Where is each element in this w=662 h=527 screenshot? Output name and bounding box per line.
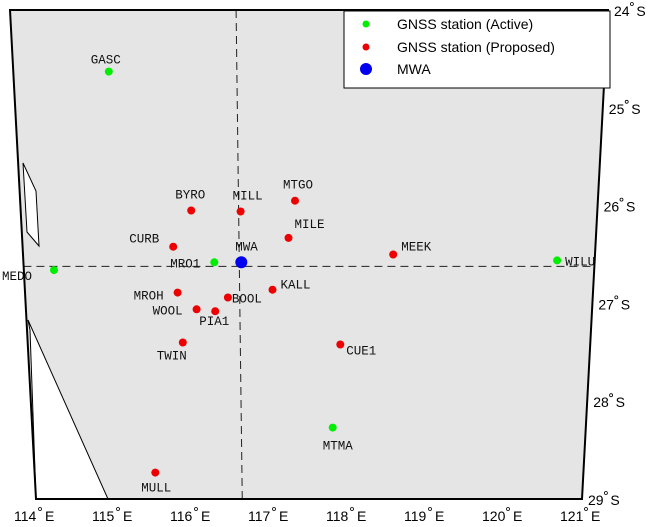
legend-mwa-marker <box>360 63 372 75</box>
legend-active-label: GNSS station (Active) <box>397 16 533 32</box>
station-label-wilu: WILU <box>565 255 595 269</box>
station-label-wool: WOOL <box>153 304 183 318</box>
frame-outline <box>8 9 610 500</box>
lat-label-26: 26 <box>604 199 620 215</box>
station-marker-mtgo <box>291 196 299 205</box>
lon-label-119: 119 <box>404 508 427 524</box>
station-label-medo: MEDO <box>2 270 32 284</box>
shark-bay-inlet <box>22 162 40 248</box>
station-marker-twin <box>178 338 187 347</box>
lon-suffix-115: E <box>123 508 132 524</box>
land-area <box>10 10 608 500</box>
lon-suffix-119: E <box>435 508 444 524</box>
lat-degree-mark-28 <box>609 393 613 398</box>
station-marker-wool <box>192 305 201 314</box>
legend-mwa-label: MWA <box>397 61 431 77</box>
station-marker-mwa <box>235 256 248 269</box>
station-label-mtgo: MTGO <box>283 179 313 193</box>
lat-suffix-29: S <box>610 492 619 508</box>
station-marker-curb <box>169 242 178 251</box>
station-marker-wilu <box>553 256 562 265</box>
station-marker-mro1 <box>210 258 219 267</box>
station-marker-kall <box>268 285 277 294</box>
lon-suffix-117: E <box>279 508 288 524</box>
lon-dashed-line <box>235 9 243 500</box>
lon-degree-mark-114 <box>38 507 42 511</box>
lon-degree-mark-119 <box>428 507 432 511</box>
lon-suffix-121: E <box>591 508 600 524</box>
station-marker-byro <box>187 206 196 215</box>
station-label-mull: MULL <box>141 482 171 496</box>
station-label-mroh: MROH <box>134 290 164 304</box>
lon-label-121: 121 <box>560 508 584 524</box>
lon-degree-mark-117 <box>272 507 276 511</box>
lon-suffix-116: E <box>201 508 210 524</box>
lat-label-28: 28 <box>593 394 609 410</box>
lon-label-115: 115 <box>92 508 115 524</box>
lon-suffix-114: E <box>45 508 54 524</box>
station-marker-mroh <box>173 288 182 297</box>
lon-suffix-118: E <box>357 508 366 524</box>
lat-label-24: 24 <box>614 3 630 19</box>
station-label-byro: BYRO <box>175 189 205 203</box>
lat-suffix-27: S <box>621 296 630 312</box>
station-marker-cue1 <box>336 340 345 349</box>
station-label-pia1: PIA1 <box>199 315 229 329</box>
lon-degree-mark-115 <box>116 507 120 511</box>
station-label-gasc: GASC <box>91 54 121 68</box>
cross-lines <box>23 9 595 500</box>
lon-suffix-120: E <box>513 508 522 524</box>
lon-label-116: 116 <box>170 508 193 524</box>
station-label-bool: BOOL <box>232 293 262 307</box>
lat-degree-mark-26 <box>619 197 624 202</box>
lat-degree-mark-29 <box>604 491 608 495</box>
legend-proposed-label: GNSS station (Proposed) <box>397 39 555 55</box>
lat-degree-mark-27 <box>614 295 619 300</box>
station-marker-gasc <box>104 67 113 76</box>
land-fill <box>10 10 608 499</box>
station-label-kall: KALL <box>281 279 311 293</box>
lon-degree-mark-116 <box>194 507 198 511</box>
lon-degree-mark-118 <box>350 507 354 511</box>
lon-label-120: 120 <box>482 508 506 524</box>
station-label-twin: TWIN <box>157 350 187 364</box>
lat-suffix-24: S <box>636 3 645 19</box>
lon-label-114: 114 <box>14 508 37 524</box>
station-marker-mtma <box>328 423 337 432</box>
station-label-mwa: MWA <box>235 240 258 254</box>
station-marker-meek <box>389 250 398 259</box>
lat-label-25: 25 <box>609 101 625 117</box>
lon-degree-mark-121 <box>584 507 588 511</box>
lat-label-29: 29 <box>588 492 604 508</box>
station-label-cue1: CUE1 <box>346 345 376 359</box>
station-label-mill: MILL <box>233 190 263 204</box>
station-marker-pia1 <box>211 307 220 316</box>
lat-suffix-28: S <box>616 394 625 410</box>
station-label-mile: MILE <box>295 218 325 232</box>
station-label-meek: MEEK <box>401 241 432 255</box>
lat-suffix-26: S <box>626 199 635 215</box>
lat-degree-mark-24 <box>630 2 634 6</box>
lat-suffix-25: S <box>631 101 640 117</box>
station-marker-medo <box>50 266 58 275</box>
station-marker-mile <box>284 233 293 242</box>
station-label-mro1: MRO1 <box>170 257 200 271</box>
map-frame <box>8 9 610 500</box>
station-marker-mull <box>151 468 160 477</box>
lat-degree-mark-25 <box>624 99 629 104</box>
legend-proposed-marker <box>362 43 370 51</box>
legend: GNSS station (Active) GNSS station (Prop… <box>343 10 611 89</box>
station-marker-mill <box>236 207 245 216</box>
legend-active-marker <box>362 20 370 28</box>
station-label-mtma: MTMA <box>323 440 354 454</box>
axis-labels: 24 S 25 S 26 S 27 S 28 S 29 S 114 E 115 E 116 E 117 E 118 E 11… <box>14 2 646 524</box>
lon-label-118: 118 <box>326 508 349 524</box>
station-marker-bool <box>223 293 232 302</box>
lon-label-117: 117 <box>248 508 271 524</box>
lat-label-27: 27 <box>598 296 614 312</box>
station-label-curb: CURB <box>129 233 160 247</box>
lon-degree-mark-120 <box>506 507 510 511</box>
legend-box <box>343 10 611 89</box>
